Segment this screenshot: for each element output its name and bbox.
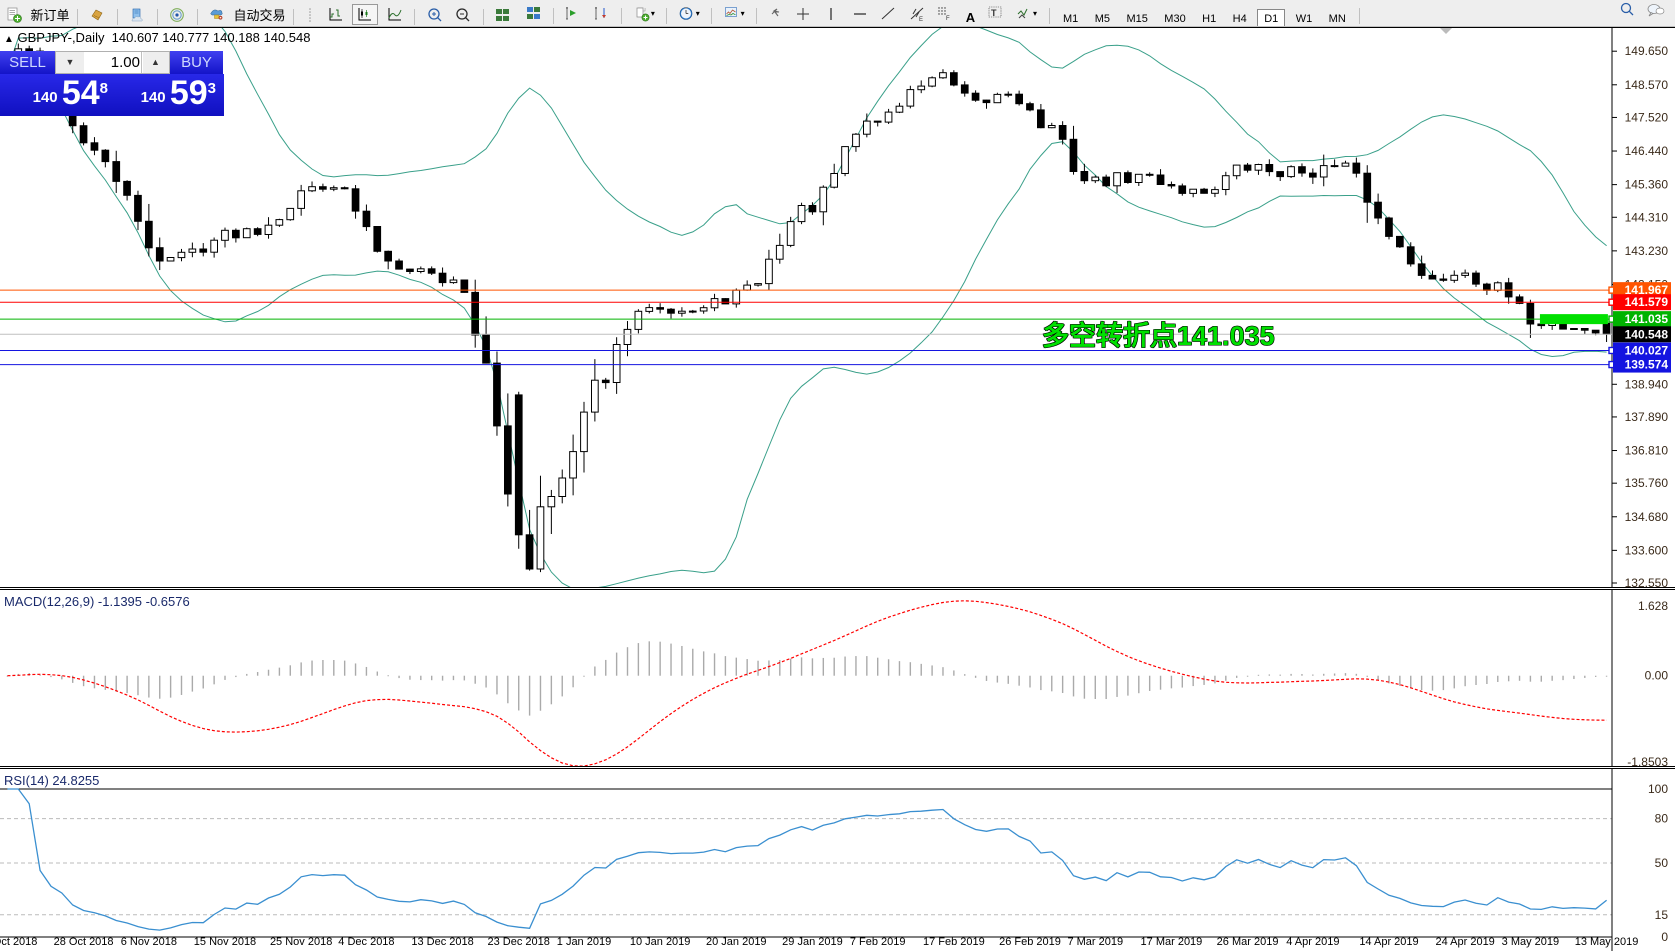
svg-text:139.574: 139.574 bbox=[1625, 358, 1669, 372]
svg-text:140.548: 140.548 bbox=[1625, 327, 1669, 341]
svg-text:146.440: 146.440 bbox=[1625, 144, 1669, 158]
svg-text:134.680: 134.680 bbox=[1625, 510, 1669, 524]
svg-text:137.890: 137.890 bbox=[1625, 410, 1669, 424]
svg-text:136.810: 136.810 bbox=[1625, 444, 1669, 458]
svg-text:135.760: 135.760 bbox=[1625, 476, 1669, 490]
svg-text:1.628: 1.628 bbox=[1638, 599, 1668, 613]
svg-text:144.310: 144.310 bbox=[1625, 210, 1669, 224]
svg-text:多空转折点141.035: 多空转折点141.035 bbox=[1042, 320, 1275, 351]
svg-text:80: 80 bbox=[1655, 812, 1669, 826]
svg-text:147.520: 147.520 bbox=[1625, 110, 1669, 124]
svg-text:148.570: 148.570 bbox=[1625, 78, 1669, 92]
svg-text:F: F bbox=[946, 16, 950, 22]
svg-text:T: T bbox=[991, 8, 997, 18]
svg-text:141.035: 141.035 bbox=[1625, 312, 1669, 326]
svg-text:E: E bbox=[919, 17, 923, 22]
svg-text:140.027: 140.027 bbox=[1625, 343, 1669, 357]
svg-text:132.550: 132.550 bbox=[1625, 576, 1669, 587]
svg-text:0.00: 0.00 bbox=[1645, 669, 1669, 683]
svg-text:145.360: 145.360 bbox=[1625, 178, 1669, 192]
svg-text:0: 0 bbox=[1661, 930, 1668, 944]
svg-text:50: 50 bbox=[1655, 856, 1669, 870]
svg-text:143.230: 143.230 bbox=[1625, 244, 1669, 258]
svg-text:138.940: 138.940 bbox=[1625, 377, 1669, 391]
svg-text:149.650: 149.650 bbox=[1625, 44, 1669, 58]
svg-text:15: 15 bbox=[1655, 908, 1669, 922]
svg-text:100: 100 bbox=[1648, 782, 1668, 796]
svg-text:133.600: 133.600 bbox=[1625, 543, 1669, 557]
svg-text:141.579: 141.579 bbox=[1625, 295, 1669, 309]
